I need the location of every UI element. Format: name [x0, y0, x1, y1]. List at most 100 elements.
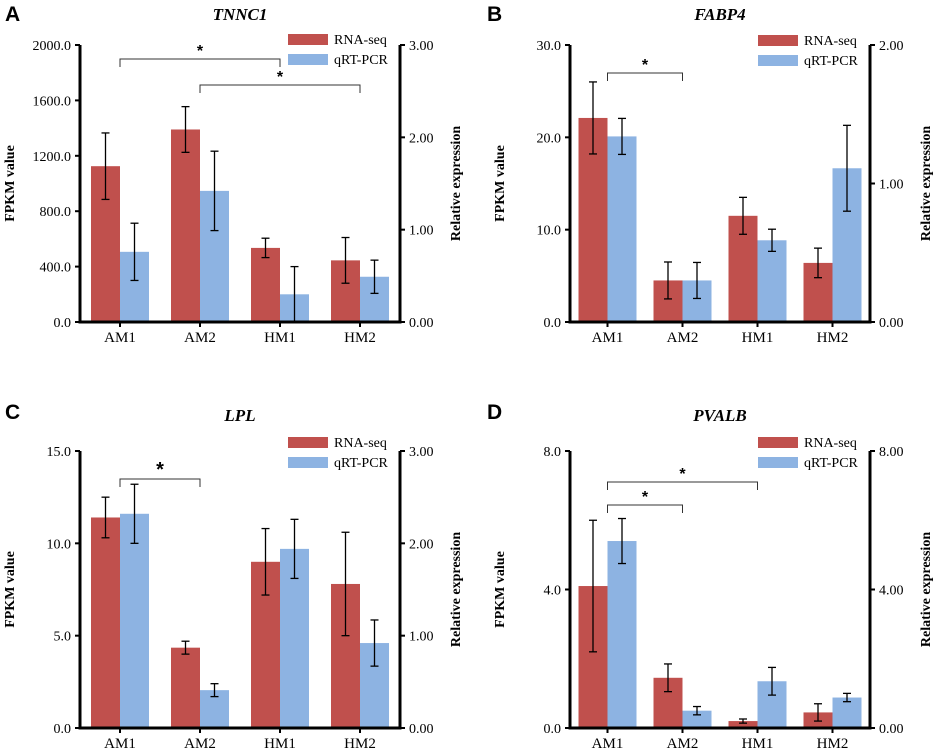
legend-label: RNA-seq	[334, 33, 387, 48]
y-tick-label: 4.0	[544, 584, 562, 599]
y-tick-label: 800.0	[40, 205, 72, 220]
legend-swatch	[758, 457, 798, 468]
y-tick-label: 15.0	[47, 445, 72, 460]
y-axis-title: FPKM value	[493, 145, 508, 222]
y2-tick-label: 3.00	[409, 445, 434, 460]
panel-letter: B	[487, 3, 502, 26]
y-tick-label: 30.0	[537, 39, 562, 54]
x-tick-label: HM2	[817, 736, 849, 751]
y-tick-label: 1200.0	[33, 150, 72, 165]
y2-tick-label: 1.00	[409, 630, 434, 645]
significance-bracket	[119, 58, 281, 67]
y2-tick-label: 8.00	[879, 445, 904, 460]
y-tick-label: 10.0	[47, 537, 72, 552]
chart-title: LPL	[223, 406, 255, 425]
legend-swatch	[288, 54, 328, 65]
legend-swatch	[758, 437, 798, 448]
y2-tick-label: 0.00	[409, 316, 434, 331]
bar-rna-seq	[728, 721, 758, 728]
y-tick-label: 20.0	[537, 131, 562, 146]
x-tick-label: HM1	[742, 330, 774, 346]
y-axis-title: FPKM value	[3, 145, 18, 222]
y2-axis-title: Relative expression	[449, 126, 464, 241]
legend-label: qRT-PCR	[334, 53, 389, 68]
legend-swatch	[288, 437, 328, 448]
legend-swatch	[758, 35, 798, 46]
panel-b: B FABP4 0.0 10.0 20.0 30.0 0.00 1.00 2.00 AM1 AM2 H…	[487, 3, 934, 346]
y2-tick-label: 0.00	[879, 722, 904, 737]
bar-rna-seq	[171, 647, 200, 728]
y-tick-label: 1600.0	[33, 94, 72, 109]
significance-bracket	[199, 84, 361, 93]
x-tick-label: AM2	[667, 736, 699, 751]
x-tick-label: AM2	[184, 330, 216, 346]
panel-a: A TNNC1 0.0 400.0 800.0 1200.0 1600.0 2000.0 0.0…	[3, 3, 464, 346]
y2-tick-label: 2.00	[879, 39, 904, 54]
y-tick-label: 0.0	[544, 316, 562, 331]
significance-bracket	[607, 504, 683, 513]
bar-rna-seq	[91, 517, 120, 728]
bar-qrt-pcr	[832, 697, 862, 728]
x-tick-label: HM1	[264, 330, 296, 346]
x-tick-label: AM2	[184, 736, 216, 751]
y-axis-title: FPKM value	[3, 551, 18, 628]
legend-label: RNA-seq	[804, 34, 857, 49]
x-tick-label: HM2	[344, 330, 376, 346]
chart-title: TNNC1	[213, 5, 268, 24]
y2-axis-title: Relative expression	[919, 126, 934, 241]
y2-tick-label: 2.00	[409, 537, 434, 552]
x-tick-label: HM1	[742, 736, 774, 751]
y-tick-label: 0.0	[544, 722, 562, 737]
panel-d: D PVALB 0.0 4.0 8.0 0.00 4.00 8.00 AM1 AM2 HM1 HM2 F…	[487, 401, 934, 751]
legend-label: RNA-seq	[334, 436, 387, 451]
y2-tick-label: 1.00	[409, 224, 434, 239]
y2-axis-title: Relative expression	[919, 532, 934, 647]
y2-tick-label: 0.00	[409, 722, 434, 737]
y2-tick-label: 1.00	[879, 178, 904, 193]
x-tick-label: AM1	[592, 330, 624, 346]
legend-swatch	[758, 55, 798, 66]
y-tick-label: 0.0	[54, 316, 72, 331]
bar-rna-seq	[171, 129, 200, 322]
legend-label: qRT-PCR	[334, 456, 389, 471]
bar-qrt-pcr	[682, 710, 712, 728]
legend-label: qRT-PCR	[804, 456, 859, 471]
x-tick-label: AM2	[667, 330, 699, 346]
significance-bracket	[607, 481, 758, 490]
y-tick-label: 400.0	[40, 261, 72, 276]
y-tick-label: 10.0	[537, 224, 562, 239]
bar-qrt-pcr	[607, 541, 637, 728]
chart-title: FABP4	[693, 5, 745, 24]
x-tick-label: HM2	[344, 736, 376, 751]
panel-letter: A	[5, 3, 20, 26]
significance-star: *	[156, 459, 164, 481]
bar-qrt-pcr	[607, 136, 637, 322]
y2-tick-label: 4.00	[879, 584, 904, 599]
panel-letter: C	[5, 401, 20, 424]
y2-tick-label: 2.00	[409, 131, 434, 146]
x-tick-label: HM1	[264, 736, 296, 751]
significance-bracket	[119, 478, 201, 487]
x-tick-label: AM1	[104, 330, 136, 346]
significance-star: *	[197, 43, 204, 60]
y2-tick-label: 0.00	[879, 316, 904, 331]
bar-rna-seq	[251, 247, 280, 322]
significance-star: *	[679, 466, 686, 483]
significance-star: *	[277, 69, 284, 86]
panel-letter: D	[487, 401, 502, 424]
panel-c: C LPL 0.0 5.0 10.0 15.0 0.00 1.00 2.00 3.00 AM1 AM2…	[3, 401, 464, 751]
y-tick-label: 2000.0	[33, 39, 72, 54]
y-tick-label: 5.0	[54, 630, 72, 645]
y-tick-label: 8.0	[544, 445, 562, 460]
significance-star: *	[642, 489, 649, 506]
legend-label: RNA-seq	[804, 436, 857, 451]
significance-bracket	[607, 72, 683, 81]
chart-title: PVALB	[692, 406, 747, 425]
legend-swatch	[288, 34, 328, 45]
y2-tick-label: 3.00	[409, 39, 434, 54]
legend-label: qRT-PCR	[804, 54, 859, 69]
x-tick-label: AM1	[592, 736, 624, 751]
bar-qrt-pcr	[757, 240, 787, 322]
y-axis-title: FPKM value	[493, 551, 508, 628]
